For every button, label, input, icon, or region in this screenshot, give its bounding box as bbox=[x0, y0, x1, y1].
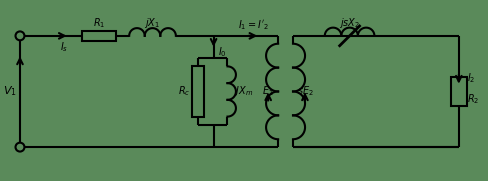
Text: $I_1=I'_2$: $I_1=I'_2$ bbox=[238, 18, 269, 32]
Text: $JX_m$: $JX_m$ bbox=[234, 85, 253, 98]
Text: $R_2$: $R_2$ bbox=[467, 92, 479, 106]
Text: $R_c$: $R_c$ bbox=[178, 85, 190, 98]
Text: $jX_1$: $jX_1$ bbox=[144, 16, 161, 30]
Text: $I_0$: $I_0$ bbox=[218, 46, 227, 60]
Text: $I_2$: $I_2$ bbox=[467, 71, 475, 85]
Text: $sE_2$: $sE_2$ bbox=[297, 85, 313, 98]
Text: $jsX_2$: $jsX_2$ bbox=[339, 16, 360, 30]
Text: $R_1$: $R_1$ bbox=[93, 16, 105, 30]
Text: $I_s$: $I_s$ bbox=[60, 40, 68, 54]
Text: $V_1$: $V_1$ bbox=[3, 85, 17, 98]
Bar bbox=[81, 31, 116, 41]
Text: $E_1$: $E_1$ bbox=[263, 85, 274, 98]
Bar bbox=[192, 66, 203, 117]
Bar bbox=[451, 77, 467, 106]
